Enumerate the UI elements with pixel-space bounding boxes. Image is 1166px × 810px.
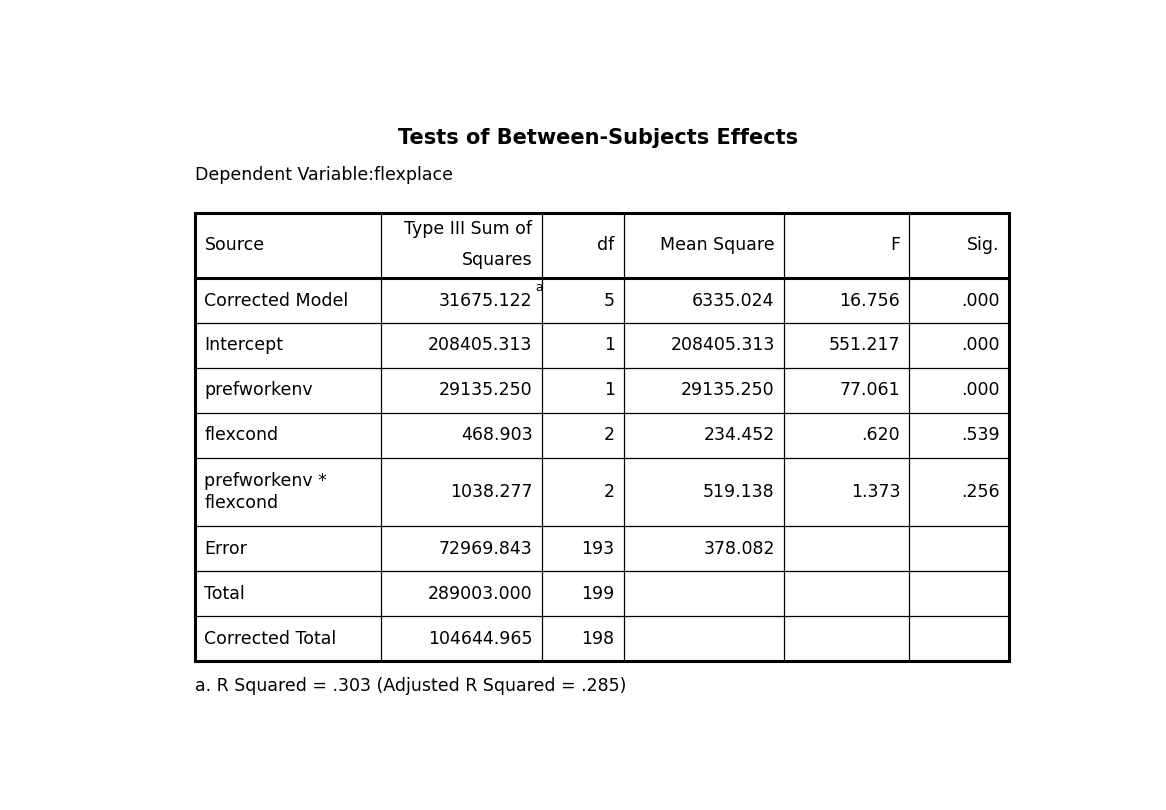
Text: Dependent Variable:flexplace: Dependent Variable:flexplace — [196, 166, 454, 184]
Text: .000: .000 — [961, 382, 999, 399]
Text: 208405.313: 208405.313 — [670, 336, 774, 355]
Text: 31675.122: 31675.122 — [438, 292, 533, 309]
Text: Error: Error — [204, 539, 247, 558]
Text: 193: 193 — [582, 539, 614, 558]
Text: Corrected Total: Corrected Total — [204, 629, 337, 647]
Text: .000: .000 — [961, 336, 999, 355]
Text: 551.217: 551.217 — [829, 336, 900, 355]
Text: 29135.250: 29135.250 — [438, 382, 533, 399]
Text: 208405.313: 208405.313 — [428, 336, 533, 355]
Text: 5: 5 — [604, 292, 614, 309]
Text: .000: .000 — [961, 292, 999, 309]
Text: 378.082: 378.082 — [703, 539, 774, 558]
Text: Intercept: Intercept — [204, 336, 283, 355]
Text: .620: .620 — [862, 426, 900, 444]
Text: 1.373: 1.373 — [851, 483, 900, 501]
Text: Source: Source — [204, 237, 265, 254]
Text: 16.756: 16.756 — [840, 292, 900, 309]
Text: 199: 199 — [582, 585, 614, 603]
Text: flexcond: flexcond — [204, 426, 279, 444]
Text: 77.061: 77.061 — [840, 382, 900, 399]
Text: Squares: Squares — [462, 251, 533, 269]
Text: .539: .539 — [961, 426, 999, 444]
Text: 234.452: 234.452 — [703, 426, 774, 444]
Text: 29135.250: 29135.250 — [681, 382, 774, 399]
Text: 198: 198 — [582, 629, 614, 647]
Text: 6335.024: 6335.024 — [693, 292, 774, 309]
Text: 1: 1 — [604, 382, 614, 399]
Text: df: df — [597, 237, 614, 254]
Text: 1: 1 — [604, 336, 614, 355]
Text: 72969.843: 72969.843 — [438, 539, 533, 558]
Text: Type III Sum of: Type III Sum of — [405, 220, 533, 238]
Text: 104644.965: 104644.965 — [428, 629, 533, 647]
Text: F: F — [890, 237, 900, 254]
Text: 1038.277: 1038.277 — [450, 483, 533, 501]
Text: prefworkenv: prefworkenv — [204, 382, 314, 399]
Text: Total: Total — [204, 585, 245, 603]
Text: 289003.000: 289003.000 — [428, 585, 533, 603]
Text: Corrected Model: Corrected Model — [204, 292, 349, 309]
Text: 2: 2 — [604, 483, 614, 501]
Text: prefworkenv *: prefworkenv * — [204, 471, 328, 489]
Text: Sig.: Sig. — [968, 237, 999, 254]
Text: flexcond: flexcond — [204, 494, 279, 513]
Text: Mean Square: Mean Square — [660, 237, 774, 254]
Bar — [196, 212, 1009, 661]
Text: .256: .256 — [961, 483, 999, 501]
Text: a. R Squared = .303 (Adjusted R Squared = .285): a. R Squared = .303 (Adjusted R Squared … — [196, 676, 627, 695]
Text: 519.138: 519.138 — [703, 483, 774, 501]
Text: Tests of Between-Subjects Effects: Tests of Between-Subjects Effects — [398, 128, 798, 147]
Text: 468.903: 468.903 — [461, 426, 533, 444]
Text: a: a — [535, 280, 542, 293]
Text: 2: 2 — [604, 426, 614, 444]
